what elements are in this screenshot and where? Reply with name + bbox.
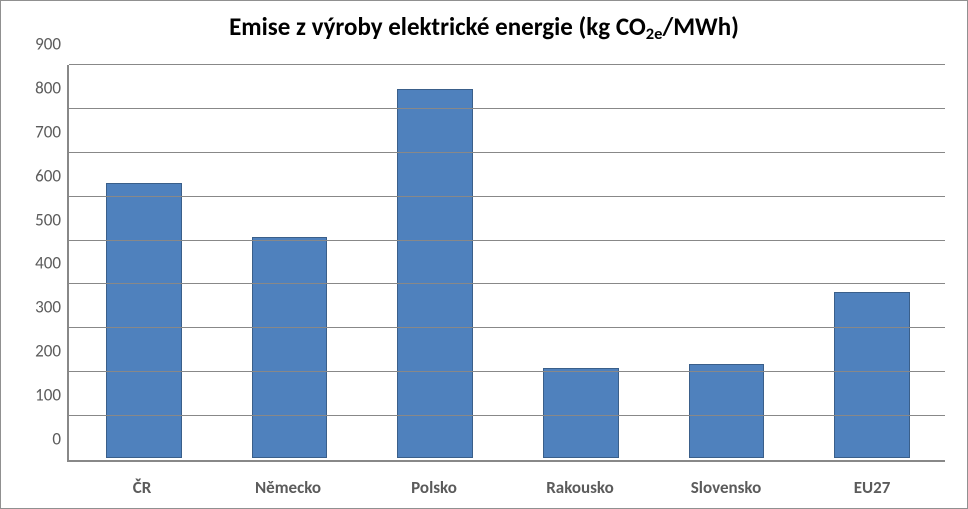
y-tick-label: 500 <box>35 209 61 230</box>
grid-line <box>69 64 945 65</box>
bar <box>397 89 473 458</box>
x-axis-label: Německo <box>215 477 361 498</box>
bar-slot <box>654 65 800 458</box>
bar <box>252 237 328 458</box>
plot-outer: 0100200300400500600700800900 <box>67 65 945 462</box>
bars-layer <box>71 65 945 458</box>
grid-line <box>69 283 945 284</box>
emissions-bar-chart: Emise z výroby elektrické energie (kg CO… <box>0 0 968 509</box>
y-tick-label: 100 <box>35 385 61 406</box>
bar-slot <box>217 65 363 458</box>
bar-slot <box>362 65 508 458</box>
bar <box>543 368 619 458</box>
bar <box>834 292 910 458</box>
grid-line <box>69 415 945 416</box>
y-tick-label: 400 <box>35 253 61 274</box>
grid-line <box>69 108 945 109</box>
bar-slot <box>508 65 654 458</box>
x-axis-label: Polsko <box>361 477 507 498</box>
y-tick-label: 800 <box>35 77 61 98</box>
plot-area: 0100200300400500600700800900 <box>67 65 945 462</box>
y-tick-label: 0 <box>52 429 61 450</box>
bar-slot <box>799 65 945 458</box>
bar <box>689 364 765 458</box>
chart-title: Emise z výroby elektrické energie (kg CO… <box>1 1 967 48</box>
chart-title-prefix: Emise z výroby elektrické energie (kg CO <box>229 11 646 42</box>
grid-line <box>69 152 945 153</box>
y-tick-label: 700 <box>35 121 61 142</box>
bar <box>106 183 182 458</box>
x-axis-label: Slovensko <box>653 477 799 498</box>
y-tick-label: 200 <box>35 341 61 362</box>
x-axis-label: EU27 <box>799 477 945 498</box>
grid-line <box>69 327 945 328</box>
chart-title-suffix: /MWh) <box>662 11 738 42</box>
x-axis-labels: ČRNěmeckoPolskoRakouskoSlovenskoEU27 <box>69 477 945 498</box>
x-axis-label: ČR <box>69 477 215 498</box>
y-tick-label: 900 <box>35 34 61 55</box>
x-axis-label: Rakousko <box>507 477 653 498</box>
grid-line <box>69 240 945 241</box>
grid-line <box>69 371 945 372</box>
chart-title-sub: 2e <box>646 24 663 44</box>
bar-slot <box>71 65 217 458</box>
y-tick-label: 300 <box>35 297 61 318</box>
grid-line <box>69 196 945 197</box>
y-tick-label: 600 <box>35 165 61 186</box>
